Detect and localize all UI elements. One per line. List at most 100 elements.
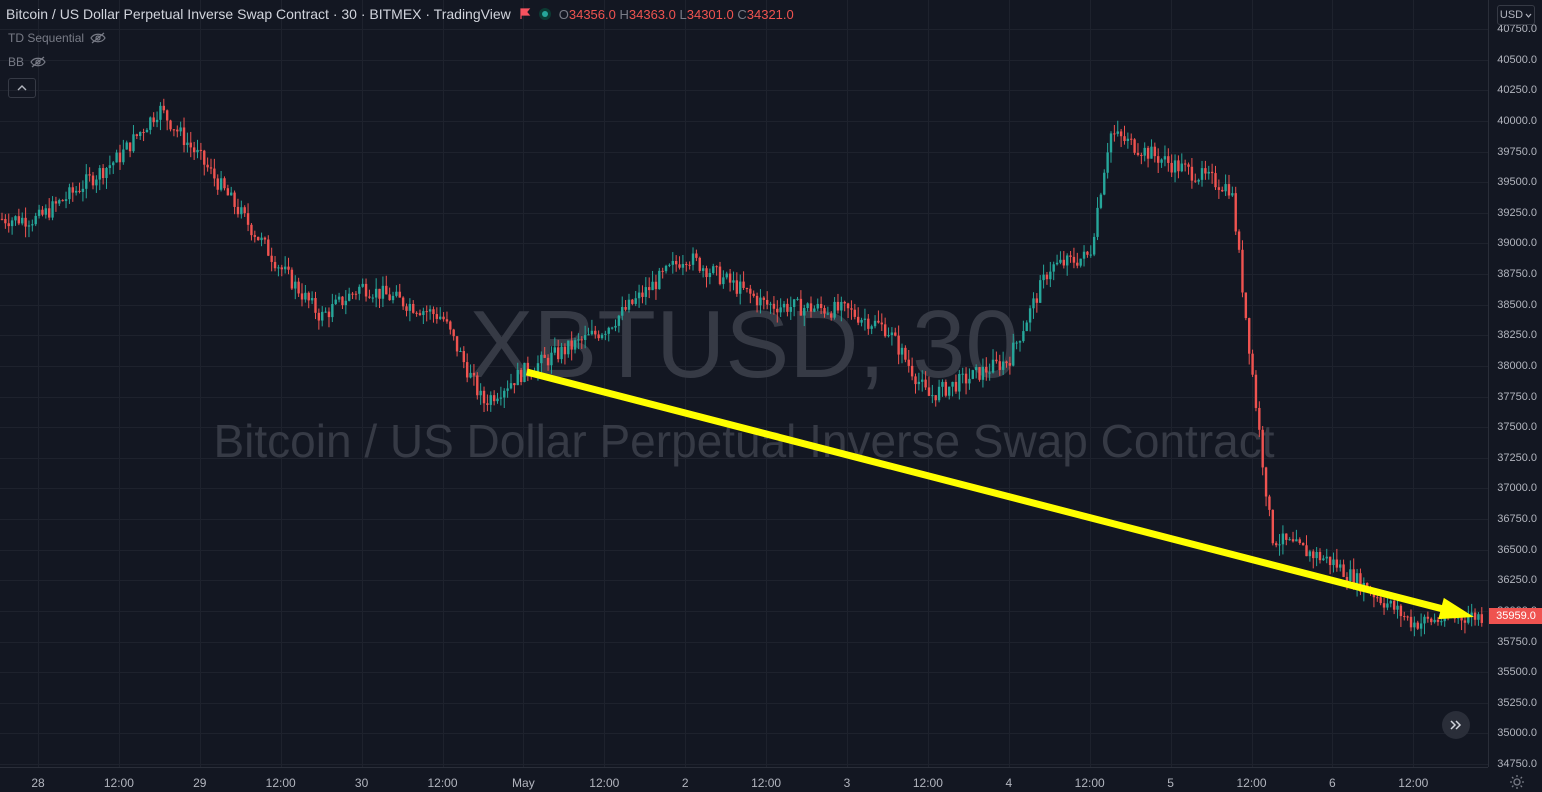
grid-line-vertical xyxy=(1171,0,1172,767)
candle-body xyxy=(405,306,408,311)
candle-body xyxy=(631,299,634,304)
candle-body xyxy=(1001,361,1005,370)
candle-body xyxy=(617,315,621,326)
candle-body xyxy=(1197,179,1200,182)
trend-arrow-head[interactable] xyxy=(1438,597,1474,620)
candle-body xyxy=(1092,236,1096,255)
candle-body xyxy=(351,293,354,295)
candle-body xyxy=(658,270,661,290)
candle-body xyxy=(297,281,300,294)
grid-line-vertical xyxy=(443,0,444,767)
candle-body xyxy=(981,366,985,380)
grid-line-horizontal xyxy=(0,152,1488,153)
candle-body xyxy=(492,395,496,402)
time-tick-label: 30 xyxy=(354,776,369,790)
candle-body xyxy=(556,347,560,360)
candle-body xyxy=(0,218,4,220)
candle-body xyxy=(600,334,604,339)
candle-body xyxy=(856,316,860,323)
price-tick-label: 35250.0 xyxy=(1497,696,1537,709)
candle-body xyxy=(412,303,415,313)
candle-body xyxy=(354,293,358,295)
candle-body xyxy=(469,372,472,378)
chevron-up-icon xyxy=(17,85,27,91)
candle-body xyxy=(61,200,64,202)
candle-body xyxy=(1345,576,1349,581)
candle-body xyxy=(310,298,314,301)
candle-body xyxy=(819,303,823,309)
candle-body xyxy=(176,129,179,132)
trend-arrow-line[interactable] xyxy=(525,368,1449,614)
symbol-title[interactable]: Bitcoin / US Dollar Perpetual Inverse Sw… xyxy=(6,6,511,22)
price-tick-label: 35000.0 xyxy=(1497,727,1537,740)
grid-line-vertical xyxy=(685,0,686,767)
candle-body xyxy=(4,219,7,224)
eye-off-icon[interactable] xyxy=(30,56,46,68)
candle-body xyxy=(78,190,81,192)
grid-line-horizontal xyxy=(0,458,1488,459)
candle-body xyxy=(267,239,270,256)
candle-body xyxy=(186,142,189,146)
candle-body xyxy=(1430,618,1433,623)
candle-body xyxy=(958,374,961,392)
scroll-to-realtime-button[interactable] xyxy=(1442,711,1470,739)
grid-line-vertical xyxy=(200,0,201,767)
candle-body xyxy=(7,223,10,227)
candle-body xyxy=(526,362,530,375)
grid-line-horizontal xyxy=(0,550,1488,551)
indicator-label: BB xyxy=(8,55,25,69)
candlestick-chart[interactable] xyxy=(0,0,1488,767)
close-value: 34321.0 xyxy=(746,6,794,22)
candle-body xyxy=(685,263,688,265)
candle-body xyxy=(51,201,54,218)
candle-body xyxy=(145,129,149,133)
candle-body xyxy=(883,324,887,337)
price-tick-label: 40000.0 xyxy=(1497,114,1537,127)
collapse-indicators-button[interactable] xyxy=(8,78,36,98)
candle-body xyxy=(1210,171,1214,174)
grid-line-horizontal xyxy=(0,335,1488,336)
indicator-td-sequential[interactable]: TD Sequential xyxy=(8,31,106,45)
candle-body xyxy=(1433,619,1436,623)
candle-body xyxy=(1379,597,1382,604)
candle-body xyxy=(624,306,627,310)
grid-line-vertical xyxy=(766,0,767,767)
price-tick-label: 38500.0 xyxy=(1497,298,1537,311)
candle-body xyxy=(1207,171,1210,174)
candle-body xyxy=(1039,280,1042,303)
candle-body xyxy=(786,303,789,312)
candle-body xyxy=(1042,274,1045,281)
candle-body xyxy=(1167,156,1170,163)
candle-body xyxy=(1231,193,1234,196)
candle-body xyxy=(1359,573,1362,592)
gear-icon[interactable] xyxy=(1509,774,1525,790)
candle-body xyxy=(964,373,968,384)
time-tick-label: 3 xyxy=(843,776,851,790)
candle-body xyxy=(1312,551,1315,559)
candle-body xyxy=(1065,255,1069,266)
candle-body xyxy=(503,390,506,398)
currency-select[interactable]: USD xyxy=(1497,5,1535,25)
time-axis[interactable]: 28 12:00 29 12:00 30 12:00 May 12:00 2 12:00 3 12:0… xyxy=(0,767,1488,792)
candle-body xyxy=(321,311,324,321)
eye-off-icon[interactable] xyxy=(90,32,106,44)
candle-body xyxy=(961,373,964,375)
indicator-bb[interactable]: BB xyxy=(8,55,46,69)
price-axis[interactable]: 40750.0 40500.0 40250.0 40000.0 39750.0 39500… xyxy=(1488,0,1542,770)
price-tick-label: 38000.0 xyxy=(1497,359,1537,372)
candle-body xyxy=(830,313,833,318)
candle-body xyxy=(1325,556,1328,559)
candle-body xyxy=(101,168,105,179)
chevron-down-icon xyxy=(1525,13,1532,18)
candle-body xyxy=(1423,616,1426,624)
candle-body xyxy=(27,225,31,227)
grid-line-vertical xyxy=(604,0,605,767)
candle-body xyxy=(1278,544,1281,546)
candle-body xyxy=(307,292,310,301)
grid-line-vertical xyxy=(847,0,848,767)
flag-icon[interactable] xyxy=(519,8,531,20)
candle-body xyxy=(1419,623,1423,629)
low-value: 34301.0 xyxy=(686,6,734,22)
grid-line-horizontal xyxy=(0,90,1488,91)
candle-body xyxy=(823,308,826,314)
